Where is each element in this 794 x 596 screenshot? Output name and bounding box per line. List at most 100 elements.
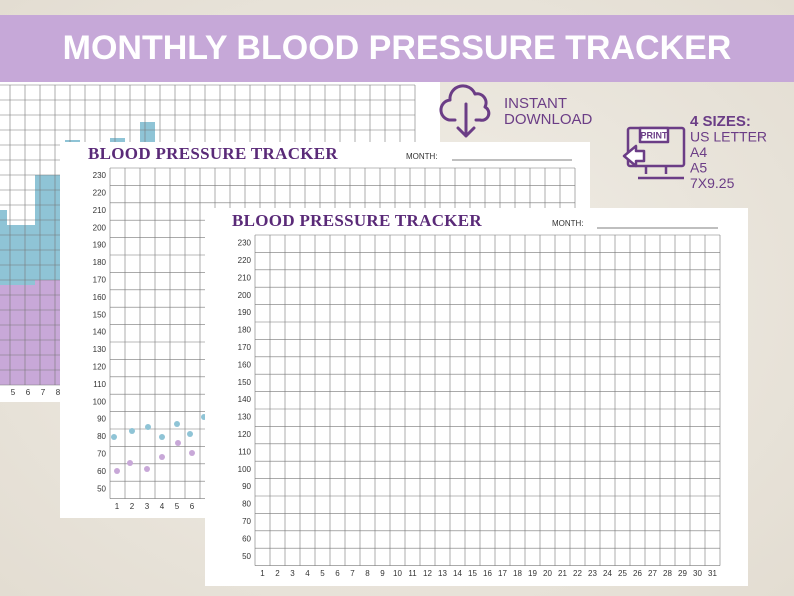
x-label: 6 bbox=[26, 388, 31, 397]
download-text: INSTANT bbox=[504, 95, 567, 112]
x-label: 18 bbox=[513, 569, 522, 578]
x-label: 11 bbox=[408, 569, 417, 578]
x-label: 1 bbox=[260, 569, 265, 578]
y-label: 60 bbox=[97, 467, 106, 476]
x-label: 2 bbox=[275, 569, 280, 578]
print-label: PRINT bbox=[641, 130, 669, 140]
y-label: 120 bbox=[238, 430, 252, 439]
x-label: 3 bbox=[145, 502, 150, 511]
y-label: 90 bbox=[242, 482, 251, 491]
y-label: 80 bbox=[242, 500, 251, 509]
header-title: MONTHLY BLOOD PRESSURE TRACKER bbox=[63, 29, 732, 67]
y-label: 210 bbox=[238, 273, 252, 282]
y-label: 230 bbox=[93, 171, 107, 180]
x-label: 28 bbox=[663, 569, 672, 578]
x-label: 4 bbox=[160, 502, 165, 511]
header-banner bbox=[0, 15, 794, 82]
y-label: 70 bbox=[242, 517, 251, 526]
y-label: 100 bbox=[93, 397, 107, 406]
y-label: 200 bbox=[93, 223, 107, 232]
y-label: 230 bbox=[238, 239, 252, 248]
size-item: 7X9.25 bbox=[690, 175, 735, 191]
download-text: DOWNLOAD bbox=[504, 111, 593, 128]
x-label: 4 bbox=[305, 569, 310, 578]
x-label: 13 bbox=[438, 569, 447, 578]
y-label: 180 bbox=[93, 258, 107, 267]
x-label: 2 bbox=[130, 502, 135, 511]
x-label: 23 bbox=[588, 569, 597, 578]
print-icon bbox=[622, 126, 686, 180]
y-label: 220 bbox=[238, 256, 252, 265]
reading-dot bbox=[174, 421, 180, 427]
reading-dot bbox=[189, 450, 195, 456]
x-label: 27 bbox=[648, 569, 657, 578]
x-label: 3 bbox=[290, 569, 295, 578]
x-label: 9 bbox=[380, 569, 385, 578]
y-label: 150 bbox=[238, 378, 252, 387]
sheet-title: BLOOD PRESSURE TRACKER bbox=[88, 144, 338, 163]
x-label: 20 bbox=[543, 569, 552, 578]
size-item: US LETTER bbox=[690, 129, 767, 145]
sizes-heading: 4 SIZES: bbox=[690, 113, 751, 130]
month-label: MONTH: bbox=[552, 219, 584, 228]
y-label: 220 bbox=[93, 189, 107, 198]
reading-dot bbox=[144, 466, 150, 472]
x-label: 14 bbox=[453, 569, 462, 578]
x-label: 8 bbox=[56, 388, 61, 397]
download-icon bbox=[439, 84, 491, 138]
x-label: 5 bbox=[175, 502, 180, 511]
x-label: 30 bbox=[693, 569, 702, 578]
bar-fill bbox=[35, 280, 65, 285]
x-label: 17 bbox=[498, 569, 507, 578]
y-label: 200 bbox=[238, 291, 252, 300]
x-label: 8 bbox=[365, 569, 370, 578]
y-label: 140 bbox=[238, 395, 252, 404]
x-label: 25 bbox=[618, 569, 627, 578]
y-label: 190 bbox=[93, 241, 107, 250]
size-item: A5 bbox=[690, 160, 707, 176]
x-label: 26 bbox=[633, 569, 642, 578]
y-label: 180 bbox=[238, 326, 252, 335]
reading-dot bbox=[159, 454, 165, 460]
reading-dot bbox=[129, 428, 135, 434]
reading-dot bbox=[111, 434, 117, 440]
y-label: 60 bbox=[242, 534, 251, 543]
y-label: 50 bbox=[242, 552, 251, 561]
x-label: 7 bbox=[350, 569, 355, 578]
y-label: 110 bbox=[93, 380, 106, 389]
month-label: MONTH: bbox=[406, 152, 438, 161]
x-label: 15 bbox=[468, 569, 477, 578]
x-label: 6 bbox=[335, 569, 340, 578]
x-label: 6 bbox=[190, 502, 195, 511]
y-label: 130 bbox=[93, 345, 107, 354]
x-label: 31 bbox=[708, 569, 717, 578]
x-label: 5 bbox=[320, 569, 325, 578]
y-label: 90 bbox=[97, 415, 106, 424]
y-label: 160 bbox=[93, 293, 107, 302]
y-label: 170 bbox=[93, 276, 107, 285]
x-label: 22 bbox=[573, 569, 582, 578]
x-label: 12 bbox=[423, 569, 432, 578]
x-label: 16 bbox=[483, 569, 492, 578]
y-label: 80 bbox=[97, 432, 106, 441]
x-label: 29 bbox=[678, 569, 687, 578]
y-label: 190 bbox=[238, 308, 252, 317]
sheet-title: BLOOD PRESSURE TRACKER bbox=[232, 211, 482, 230]
reading-dot bbox=[127, 460, 133, 466]
x-label: 7 bbox=[41, 388, 46, 397]
y-label: 210 bbox=[93, 206, 107, 215]
x-label: 1 bbox=[115, 502, 120, 511]
y-label: 100 bbox=[238, 465, 252, 474]
size-item: A4 bbox=[690, 144, 707, 160]
x-label: 21 bbox=[558, 569, 567, 578]
y-label: 170 bbox=[238, 343, 252, 352]
y-label: 140 bbox=[93, 328, 107, 337]
reading-dot bbox=[114, 468, 120, 474]
y-label: 130 bbox=[238, 413, 252, 422]
bar-fill bbox=[0, 285, 65, 385]
x-label: 10 bbox=[393, 569, 402, 578]
reading-dot bbox=[187, 431, 193, 437]
y-label: 50 bbox=[97, 484, 106, 493]
y-label: 160 bbox=[238, 360, 252, 369]
